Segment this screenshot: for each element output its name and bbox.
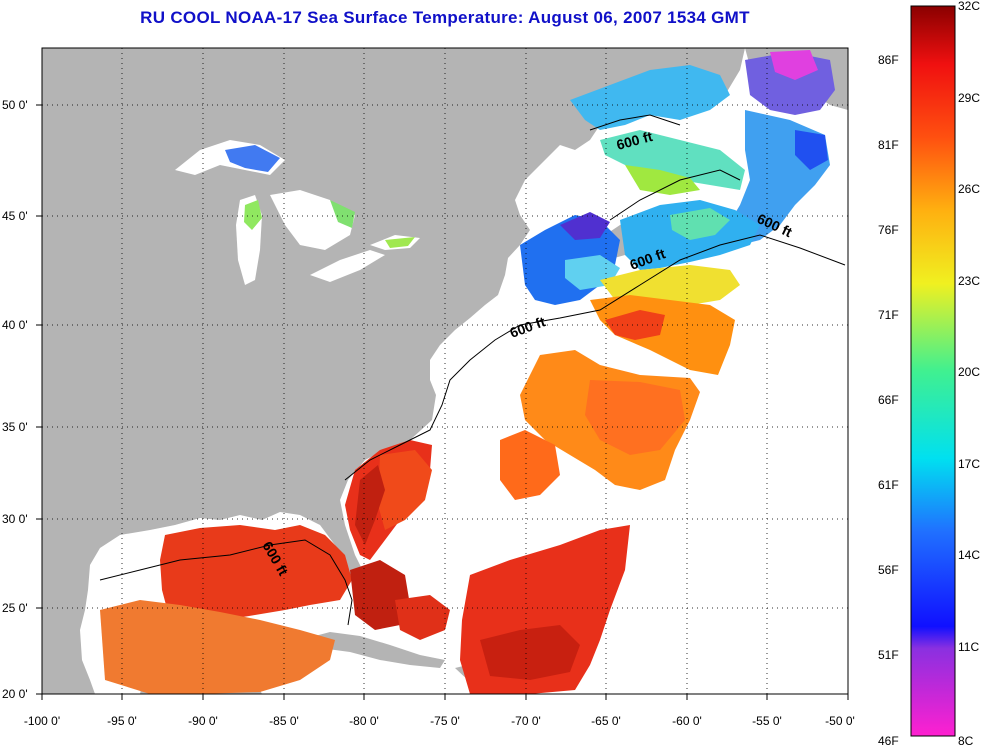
cb-celsius-label: 14C bbox=[958, 548, 980, 562]
lake-huron-sst bbox=[330, 200, 355, 228]
lon-label: -80 0' bbox=[349, 714, 379, 728]
cb-fahrenheit-label: 76F bbox=[878, 223, 899, 237]
sst-se-offshore bbox=[378, 450, 432, 530]
cb-fahrenheit-label: 46F bbox=[878, 734, 899, 748]
lon-label: -65 0' bbox=[591, 714, 621, 728]
lat-label: 30 0' bbox=[2, 512, 28, 526]
lon-label: -70 0' bbox=[511, 714, 541, 728]
contour-600ft-nova bbox=[609, 169, 741, 221]
lon-label: -90 0' bbox=[188, 714, 218, 728]
cb-fahrenheit-label: 71F bbox=[878, 308, 899, 322]
sst-gulfstream-red bbox=[605, 310, 665, 340]
cb-fahrenheit-label: 51F bbox=[878, 648, 899, 662]
cb-celsius-label: 23C bbox=[958, 274, 980, 288]
sst-gulf-mexico-south bbox=[100, 600, 335, 694]
sst-st-lawrence bbox=[570, 65, 730, 130]
lake-superior-sst bbox=[225, 145, 280, 172]
sst-gulf-stream-coast bbox=[355, 465, 385, 545]
sst-newfoundland-blue bbox=[795, 130, 828, 170]
lat-label: 25 0' bbox=[2, 601, 28, 615]
lat-label: 50 0' bbox=[2, 98, 28, 112]
cb-fahrenheit-label: 81F bbox=[878, 138, 899, 152]
lat-label: 40 0' bbox=[2, 318, 28, 332]
cb-fahrenheit-label: 61F bbox=[878, 478, 899, 492]
lon-label: -60 0' bbox=[672, 714, 702, 728]
lon-label: -50 0' bbox=[825, 714, 855, 728]
lat-label: 45 0' bbox=[2, 209, 28, 223]
lon-label: -95 0' bbox=[107, 714, 137, 728]
lon-label: -55 0' bbox=[752, 714, 782, 728]
lat-label: 35 0' bbox=[2, 420, 28, 434]
sst-gulf-of-mexico bbox=[160, 525, 352, 625]
lake-erie bbox=[310, 250, 385, 282]
cb-celsius-label: 17C bbox=[958, 457, 980, 471]
sst-gulf-st-lawrence-green bbox=[625, 165, 700, 195]
sst-bay-of-fundy bbox=[560, 212, 610, 240]
sst-labrador-magenta bbox=[770, 50, 818, 80]
colorbar-fahrenheit-labels: 86F 81F 76F 71F 66F 61F 56F 51F 46F bbox=[878, 53, 899, 748]
sst-scotian-green bbox=[670, 208, 730, 240]
lat-labels: 50 0' 45 0' 40 0' 35 0' 30 0' 25 0' 20 0… bbox=[2, 98, 28, 701]
sst-bahamas bbox=[395, 595, 450, 640]
contour-600ft-stlawrence bbox=[589, 114, 681, 131]
cb-celsius-label: 11C bbox=[958, 640, 979, 654]
cb-fahrenheit-label: 86F bbox=[878, 53, 899, 67]
land-north-america bbox=[42, 48, 745, 694]
cb-celsius-label: 26C bbox=[958, 182, 980, 196]
lake-michigan-sst bbox=[244, 200, 262, 230]
sst-south-swath-dark bbox=[480, 625, 580, 680]
tick-marks bbox=[36, 104, 849, 700]
cb-celsius-label: 8C bbox=[958, 734, 974, 748]
lat-label: 20 0' bbox=[2, 687, 28, 701]
map-title: RU COOL NOAA-17 Sea Surface Temperature:… bbox=[140, 8, 750, 27]
lon-label: -75 0' bbox=[430, 714, 460, 728]
cb-fahrenheit-label: 56F bbox=[878, 563, 899, 577]
cb-fahrenheit-label: 66F bbox=[878, 393, 899, 407]
sst-slope-yellow bbox=[600, 265, 740, 305]
cb-celsius-label: 29C bbox=[958, 91, 980, 105]
colorbar bbox=[910, 5, 956, 737]
lake-ontario-sst bbox=[385, 237, 415, 248]
sst-sargasso-patch bbox=[500, 430, 560, 500]
lon-labels: -100 0' -95 0' -90 0' -85 0' -80 0' -75 … bbox=[24, 714, 855, 728]
colorbar-celsius-labels: 32C 29C 26C 23C 20C 17C 14C 11C 8C bbox=[958, 0, 980, 748]
cb-celsius-label: 32C bbox=[958, 0, 980, 13]
lon-label: -85 0' bbox=[269, 714, 299, 728]
contour-600ft-east bbox=[344, 234, 846, 481]
lon-label: -100 0' bbox=[24, 714, 60, 728]
sst-caribbean-darkred bbox=[350, 560, 410, 630]
cb-celsius-label: 20C bbox=[958, 365, 980, 379]
sst-gulf-st-lawrence bbox=[600, 130, 745, 190]
sst-sargasso-north-2 bbox=[585, 380, 685, 455]
contour-600ft-gulf bbox=[99, 539, 353, 626]
land-cuba bbox=[300, 632, 445, 668]
